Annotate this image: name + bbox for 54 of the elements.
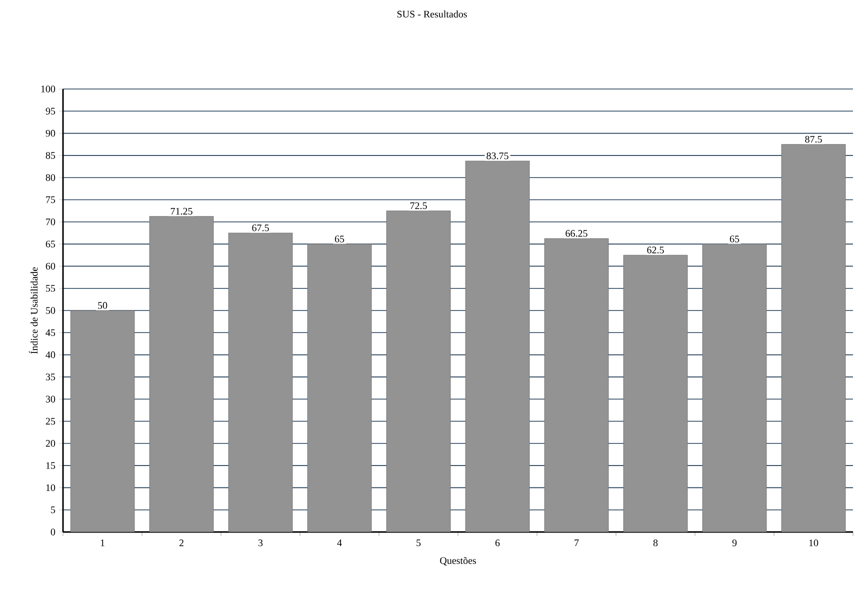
x-tick-label: 8 bbox=[653, 540, 658, 546]
bar bbox=[781, 144, 846, 532]
bar bbox=[623, 254, 688, 532]
y-tick-label: 50 bbox=[46, 307, 56, 314]
y-tick-label: 70 bbox=[46, 218, 56, 226]
bar bbox=[307, 244, 372, 532]
y-tick-label: 95 bbox=[46, 108, 56, 115]
y-tick-label: 90 bbox=[46, 130, 56, 137]
y-tick-label: 15 bbox=[46, 462, 56, 469]
bar bbox=[386, 210, 451, 532]
y-tick-label: 25 bbox=[46, 418, 56, 425]
x-axis-title: Questões bbox=[440, 557, 476, 566]
y-tick-label: 55 bbox=[46, 285, 56, 292]
y-tick-label: 85 bbox=[46, 152, 56, 159]
data-label: 62.5 bbox=[647, 246, 664, 254]
x-tick-label: 5 bbox=[416, 540, 421, 546]
y-tick-label: 45 bbox=[46, 329, 56, 336]
bar bbox=[228, 232, 293, 532]
y-axis-title: Índice de Usabilidade bbox=[28, 267, 38, 354]
bar bbox=[70, 310, 135, 532]
x-tick-label: 4 bbox=[337, 540, 342, 546]
x-tick-label: 9 bbox=[732, 540, 737, 546]
y-tick-label: 20 bbox=[46, 440, 56, 447]
y-tick-label: 100 bbox=[41, 86, 56, 92]
bar bbox=[149, 216, 214, 532]
data-label: 67.5 bbox=[252, 224, 269, 232]
bar bbox=[544, 238, 609, 532]
y-tick-label: 5 bbox=[51, 506, 56, 514]
data-label: 50 bbox=[98, 302, 108, 309]
y-tick-label: 40 bbox=[46, 351, 56, 358]
bar bbox=[465, 160, 530, 532]
data-label: 65 bbox=[334, 236, 344, 242]
y-tick-label: 60 bbox=[46, 262, 56, 270]
x-tick-label: 6 bbox=[495, 540, 500, 546]
data-label: 87.5 bbox=[805, 136, 822, 143]
y-tick-label: 65 bbox=[46, 240, 56, 248]
x-tick-label: 3 bbox=[258, 540, 263, 546]
y-tick-label: 30 bbox=[46, 396, 56, 402]
chart-title: SUS - Resultados bbox=[397, 10, 467, 18]
y-tick-label: 10 bbox=[46, 484, 56, 492]
y-tick-label: 80 bbox=[46, 174, 56, 181]
data-label: 71.25 bbox=[170, 208, 192, 215]
x-tick-label: 2 bbox=[179, 540, 184, 546]
x-tick-label: 7 bbox=[574, 540, 579, 546]
bar bbox=[702, 244, 767, 532]
data-label: 83.75 bbox=[486, 152, 508, 160]
y-tick-label: 75 bbox=[46, 196, 56, 204]
data-label: 65 bbox=[730, 236, 740, 242]
y-tick-label: 35 bbox=[46, 374, 56, 380]
y-tick-label: 0 bbox=[50, 528, 56, 536]
data-label: 66.25 bbox=[566, 230, 588, 237]
x-tick-label: 1 bbox=[100, 540, 104, 546]
x-tick-label: 10 bbox=[809, 540, 818, 546]
data-label: 72.5 bbox=[410, 202, 427, 210]
